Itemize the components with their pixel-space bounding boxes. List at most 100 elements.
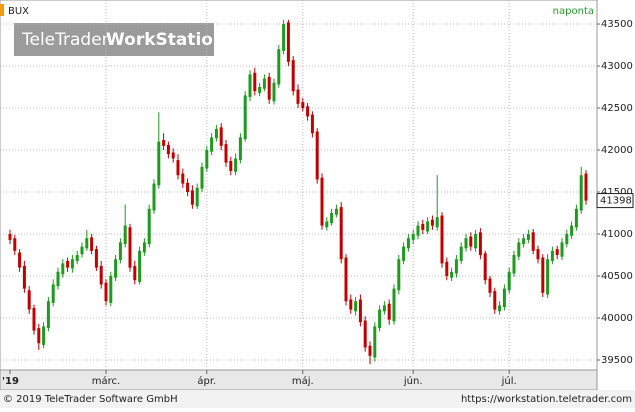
candle-body bbox=[186, 182, 190, 193]
candle-body bbox=[411, 234, 415, 240]
chart-subtitle: naponta bbox=[553, 6, 594, 17]
candle-body bbox=[315, 131, 319, 180]
candle-body bbox=[435, 217, 439, 228]
candle-body bbox=[402, 246, 406, 261]
candle-body bbox=[344, 257, 348, 302]
candle-body bbox=[147, 208, 151, 245]
x-tick-label: jún. bbox=[403, 375, 423, 387]
candle-body bbox=[37, 328, 41, 344]
candle-body bbox=[301, 102, 305, 109]
candle-body bbox=[570, 225, 574, 236]
candle-body bbox=[493, 291, 497, 310]
candle-body bbox=[200, 166, 204, 189]
candle-body bbox=[430, 219, 434, 226]
candle-body bbox=[450, 271, 454, 278]
candle-body bbox=[286, 22, 290, 62]
candle-body bbox=[469, 236, 473, 247]
candle-body bbox=[205, 150, 209, 169]
candle-body bbox=[243, 95, 247, 140]
candle-body bbox=[104, 282, 108, 302]
footer-left: © 2019 TeleTrader Software GmbH bbox=[3, 394, 178, 405]
candle-body bbox=[27, 290, 31, 310]
candle-body bbox=[406, 238, 410, 249]
candle-body bbox=[368, 345, 372, 356]
candle-body bbox=[13, 238, 17, 251]
candle-body bbox=[277, 49, 281, 85]
y-tick-label: 40000 bbox=[601, 313, 633, 324]
y-tick-label: 39500 bbox=[601, 355, 633, 366]
candle-body bbox=[474, 234, 478, 249]
x-tick-label: márc. bbox=[92, 375, 120, 387]
candle-body bbox=[219, 127, 223, 146]
candle-body bbox=[536, 249, 540, 260]
candle-body bbox=[526, 234, 530, 240]
candle-body bbox=[291, 60, 295, 92]
candle-body bbox=[138, 250, 142, 282]
candle-body bbox=[272, 82, 276, 102]
candle-body bbox=[560, 242, 564, 257]
candle-body bbox=[181, 173, 185, 184]
candle-body bbox=[334, 208, 338, 215]
candle-body bbox=[75, 255, 79, 261]
candle-body bbox=[507, 271, 511, 291]
watermark-text-bold: WorkStation bbox=[106, 30, 225, 50]
y-tick-label: 42000 bbox=[601, 145, 633, 156]
candle-body bbox=[555, 249, 559, 256]
candle-body bbox=[522, 238, 526, 245]
candle-body bbox=[546, 259, 550, 295]
x-tick-label: júl. bbox=[501, 375, 517, 387]
y-tick-label: 40500 bbox=[601, 271, 633, 282]
candle-body bbox=[517, 242, 521, 257]
candle-body bbox=[378, 309, 382, 329]
candle-body bbox=[498, 305, 502, 312]
candle-body bbox=[574, 208, 578, 228]
candle-body bbox=[66, 260, 70, 268]
candle-body bbox=[310, 114, 314, 134]
last-value-label: 41398 bbox=[600, 196, 632, 207]
x-tick-label: '19 bbox=[2, 376, 19, 387]
candle-body bbox=[253, 72, 257, 92]
candle-body bbox=[387, 303, 391, 320]
candle-body bbox=[152, 183, 156, 211]
candle-body bbox=[502, 288, 506, 308]
candle-body bbox=[61, 263, 65, 275]
candle-body bbox=[464, 238, 468, 249]
y-tick-label: 43000 bbox=[601, 61, 633, 72]
candle-body bbox=[488, 278, 492, 293]
candle-body bbox=[123, 225, 127, 245]
candle-body bbox=[512, 255, 516, 274]
candle-body bbox=[162, 139, 166, 146]
candle-body bbox=[421, 223, 425, 230]
candle-body bbox=[128, 227, 132, 268]
candle-body bbox=[176, 160, 180, 176]
candle-body bbox=[109, 276, 113, 303]
candle-body bbox=[382, 305, 386, 312]
candle-body bbox=[416, 225, 420, 236]
footer-bg bbox=[0, 390, 635, 408]
y-tick-label: 43500 bbox=[601, 19, 633, 30]
y-tick-label: 42500 bbox=[601, 103, 633, 114]
candle-body bbox=[94, 249, 98, 268]
candle-body bbox=[32, 307, 36, 331]
candle-body bbox=[171, 152, 175, 159]
candle-body bbox=[51, 284, 55, 303]
candle-body bbox=[363, 320, 367, 348]
candle-body bbox=[80, 246, 84, 255]
candle-body bbox=[114, 259, 118, 278]
y-tick-label: 41500 bbox=[601, 187, 633, 198]
candle-body bbox=[397, 259, 401, 291]
candle-body bbox=[258, 87, 262, 93]
candle-body bbox=[46, 301, 50, 329]
candle-body bbox=[565, 234, 569, 245]
candle-body bbox=[531, 232, 535, 251]
candle-body bbox=[56, 271, 60, 287]
candle-body bbox=[325, 221, 329, 228]
last-value-box bbox=[596, 193, 634, 209]
candle-body bbox=[339, 207, 343, 260]
candle-body bbox=[262, 78, 266, 89]
candle-body bbox=[214, 129, 218, 139]
candle-body bbox=[440, 215, 444, 264]
candle-body bbox=[306, 106, 310, 117]
candle-body bbox=[190, 190, 194, 205]
